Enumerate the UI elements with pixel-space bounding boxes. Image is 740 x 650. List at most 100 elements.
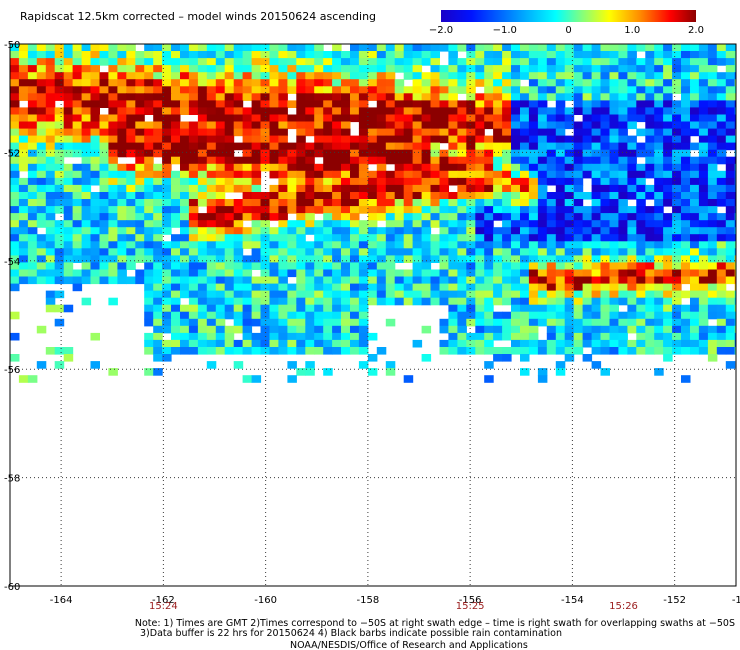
heatmap-cell [385,58,396,66]
heatmap-cell [350,262,360,270]
heatmap-cell [725,114,736,123]
heatmap-cell [466,283,476,292]
heatmap-cell [171,121,181,130]
heatmap-cell [698,58,709,66]
heatmap-cell [564,79,575,87]
heatmap-cell [63,248,74,256]
heatmap-cell [287,290,297,299]
heatmap-cell [403,93,414,101]
heatmap-cell [394,234,405,242]
heatmap-cell [528,276,539,285]
heatmap-cell [618,339,628,348]
heatmap-cell [385,361,396,369]
heatmap-cell [609,128,619,137]
heatmap-cell [18,184,29,193]
heatmap-cell [126,65,136,73]
heatmap-cell [242,283,253,292]
heatmap-cell [171,269,181,278]
heatmap-cell [197,241,208,249]
heatmap-cell [171,107,181,115]
heatmap-cell [162,347,172,355]
heatmap-cell [582,213,593,221]
heatmap-cell [394,290,405,299]
heatmap-cell [144,220,154,228]
heatmap-cell [725,361,736,369]
heatmap-cell [144,248,154,256]
x-tick-label: -156 [459,595,482,606]
heatmap-cell [224,135,235,144]
heatmap-cell [358,107,369,115]
heatmap-cell [394,58,405,66]
heatmap-cell [54,107,65,115]
heatmap-cell [591,114,602,123]
heatmap-cell [269,163,279,172]
heatmap-cell [394,255,405,263]
heatmap-cell [707,51,718,59]
heatmap-cell [350,304,360,313]
heatmap-cell [412,156,423,165]
heatmap-cell [448,213,458,221]
heatmap-cell [251,339,262,348]
heatmap-cell [385,142,396,151]
heatmap-cell [153,311,163,320]
heatmap-cell [457,170,467,179]
heatmap-cell [546,262,557,270]
heatmap-cell [287,65,297,73]
heatmap-cell [314,248,324,256]
heatmap-cell [555,269,566,278]
heatmap-cell [520,199,530,207]
heatmap-cell [502,234,512,242]
heatmap-cell [269,248,279,256]
heatmap-cell [27,114,38,123]
heatmap-cell [493,184,503,193]
heatmap-cell [645,114,655,123]
heatmap-cell [45,255,56,263]
heatmap-cell [493,332,503,341]
heatmap-cell [45,114,56,123]
heatmap-cell [448,262,458,270]
heatmap-cell [403,269,414,278]
heatmap-cell [260,227,270,235]
heatmap-cell [224,177,235,186]
heatmap-cell [144,269,154,278]
heatmap-cell [707,241,718,249]
heatmap-cell [81,170,92,179]
heatmap-cell [618,177,628,186]
heatmap-cell [537,213,548,221]
heatmap-cell [54,347,65,355]
heatmap-cell [511,220,521,228]
heatmap-cell [153,368,163,376]
heatmap-cell [403,220,414,228]
heatmap-cell [314,332,324,341]
heatmap-cell [412,65,423,73]
heatmap-cell [269,347,279,355]
heatmap-cell [654,283,664,292]
heatmap-cell [99,156,109,165]
heatmap-cell [698,199,709,207]
heatmap-cell [672,241,682,249]
heatmap-cell [367,135,378,144]
heatmap-cell [690,325,700,334]
heatmap-cell [600,135,610,144]
heatmap-cell [475,255,485,263]
heatmap-cell [376,184,387,193]
heatmap-cell [466,121,476,130]
heatmap-cell [54,234,65,242]
heatmap-cell [260,192,270,200]
heatmap-cell [493,72,503,80]
heatmap-cell [36,255,47,263]
heatmap-cell [466,290,476,299]
heatmap-cell [520,107,530,115]
heatmap-cell [251,156,262,165]
heatmap-cell [618,156,628,165]
heatmap-cell [144,241,154,249]
heatmap-cell [171,339,181,348]
heatmap-cell [600,325,610,334]
x-tick-label: -15 [732,595,740,606]
heatmap-cell [448,44,458,52]
heatmap-cell [672,206,682,214]
heatmap-cell [18,177,29,186]
heatmap-cell [439,276,449,285]
heatmap-cell [528,213,539,221]
heatmap-cell [278,199,288,207]
